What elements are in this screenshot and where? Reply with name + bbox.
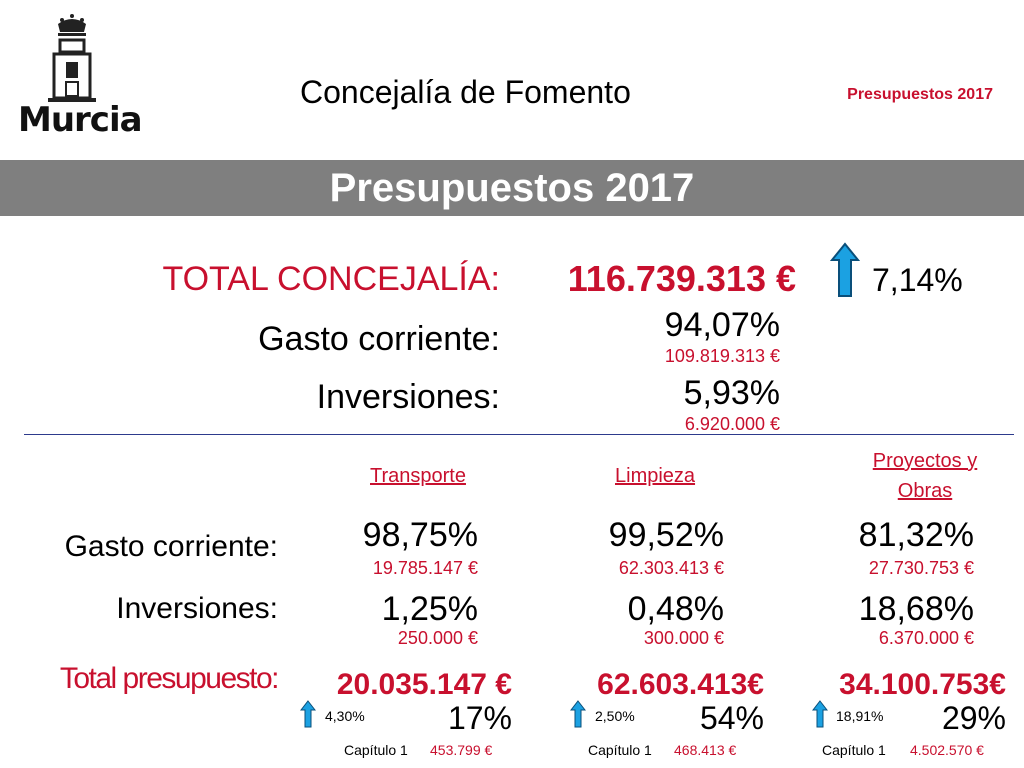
proyectos-current-amount: 27.730.753 €: [868, 558, 974, 578]
transporte-invest-amount: 250.000 €: [397, 628, 478, 648]
transporte-share: 17%: [447, 700, 512, 736]
up-arrow-icon: [830, 242, 860, 297]
row-label-total: Total presupuesto:: [59, 662, 280, 695]
row-label-invest: Inversiones:: [116, 592, 278, 625]
transporte-current-pct: 98,75%: [362, 516, 478, 554]
column-header-proyectos-line1: Proyectos y: [872, 450, 978, 472]
proyectos-total: 34.100.753€: [839, 668, 1006, 701]
divider: [24, 434, 1014, 435]
limpieza-up-arrow-icon: [570, 700, 586, 728]
invest-amount: 6.920.000 €: [684, 414, 780, 434]
limpieza-chapter-label: Capítulo 1: [588, 742, 652, 758]
limpieza-chapter-amount: 468.413 €: [674, 742, 737, 758]
title-banner: [0, 160, 1024, 216]
invest-pct: 5,93%: [683, 374, 780, 412]
total-label: TOTAL CONCEJALÍA:: [162, 260, 500, 298]
proyectos-current-pct: 81,32%: [858, 516, 974, 554]
limpieza-total: 62.603.413€: [597, 668, 764, 701]
limpieza-current-amount: 62.303.413 €: [618, 558, 724, 578]
proyectos-invest-amount: 6.370.000 €: [878, 628, 974, 648]
murcia-logo: [48, 14, 96, 102]
transporte-chapter-amount: 453.799 €: [430, 742, 493, 758]
transporte-total: 20.035.147 €: [336, 668, 512, 701]
transporte-invest-pct: 1,25%: [381, 590, 478, 628]
total-value: 116.739.313 €: [567, 258, 796, 299]
current-label: Gasto corriente:: [258, 320, 500, 358]
column-header-transporte[interactable]: Transporte: [370, 465, 466, 487]
transporte-change: 4,30%: [325, 708, 365, 724]
limpieza-invest-pct: 0,48%: [627, 590, 724, 628]
invest-label: Inversiones:: [316, 378, 500, 416]
proyectos-change: 18,91%: [836, 708, 884, 724]
logo-wordmark: Murcia: [18, 100, 143, 140]
limpieza-change: 2,50%: [595, 708, 635, 724]
header-tag: Presupuestos 2017: [847, 86, 993, 103]
column-header-proyectos[interactable]: Proyectos y Obras: [840, 446, 1010, 506]
current-pct: 94,07%: [664, 306, 780, 344]
transporte-chapter-label: Capítulo 1: [344, 742, 408, 758]
limpieza-invest-amount: 300.000 €: [643, 628, 724, 648]
limpieza-share: 54%: [699, 700, 764, 736]
total-change: 7,14%: [872, 262, 963, 298]
limpieza-current-pct: 99,52%: [608, 516, 724, 554]
row-label-current: Gasto corriente:: [64, 530, 278, 563]
transporte-up-arrow-icon: [300, 700, 316, 728]
proyectos-share: 29%: [941, 700, 1006, 736]
transporte-current-amount: 19.785.147 €: [372, 558, 478, 578]
current-amount: 109.819.313 €: [664, 346, 780, 366]
page-title: Presupuestos 2017: [329, 166, 695, 210]
proyectos-invest-pct: 18,68%: [858, 590, 974, 628]
proyectos-chapter-label: Capítulo 1: [822, 742, 886, 758]
proyectos-up-arrow-icon: [812, 700, 828, 728]
department-title: Concejalía de Fomento: [300, 74, 631, 110]
column-header-limpieza[interactable]: Limpieza: [615, 465, 696, 487]
column-header-proyectos-line2: Obras: [897, 480, 953, 502]
proyectos-chapter-amount: 4.502.570 €: [910, 742, 984, 758]
